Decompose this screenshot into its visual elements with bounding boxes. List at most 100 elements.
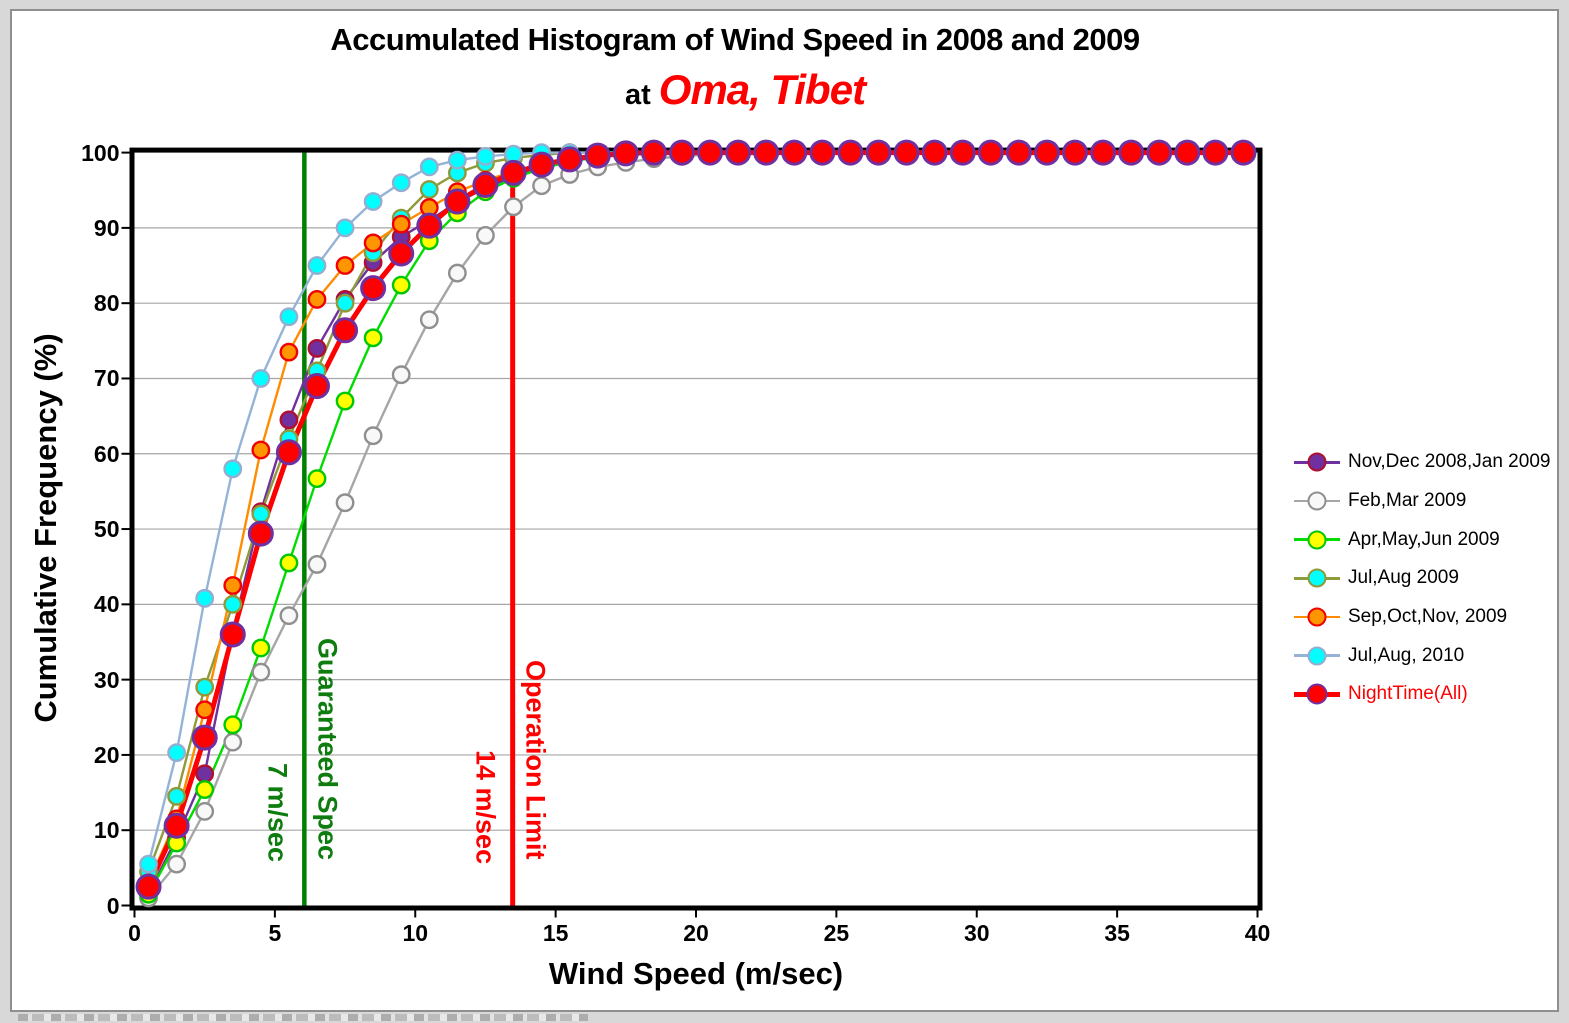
series-4-marker-4 (251, 440, 271, 460)
series-3-marker-4 (251, 504, 271, 524)
series-6-marker-25 (837, 139, 864, 166)
series-6-marker-6 (303, 372, 330, 399)
series-6-marker-11 (444, 188, 471, 215)
series-6-marker-5 (275, 439, 302, 466)
annotation-subtitle-1: 14 m/sec (470, 750, 501, 865)
legend-label: Jul,Aug, 2010 (1348, 644, 1465, 666)
annotation-title-0: Guaranteed Spec (312, 638, 343, 861)
series-2-marker-3 (223, 715, 243, 735)
series-2-marker-9 (391, 275, 411, 295)
series-6-marker-29 (949, 139, 976, 166)
legend-item-2[interactable]: Apr,May,Jun 2009 (1294, 520, 1550, 559)
series-6-marker-15 (556, 146, 583, 173)
series-5-marker-6 (307, 256, 327, 275)
legend-label: Nov,Dec 2008,Jan 2009 (1348, 451, 1551, 473)
series-0-marker-6 (307, 338, 327, 358)
series-6-marker-27 (893, 139, 920, 166)
legend-item-4[interactable]: Sep,Oct,Nov, 2009 (1294, 598, 1550, 637)
series-6-marker-35 (1118, 139, 1145, 166)
series-6-marker-21 (725, 139, 752, 166)
series-6-marker-37 (1174, 139, 1201, 166)
series-6-marker-32 (1033, 139, 1060, 166)
y-tick-label-50: 50 (93, 516, 120, 543)
series-4-marker-6 (307, 290, 327, 309)
series-6-marker-36 (1146, 139, 1173, 166)
series-4-marker-9 (391, 214, 411, 234)
series-6-marker-26 (865, 139, 892, 166)
series-3-marker-7 (335, 293, 355, 313)
series-1-marker-7 (335, 493, 355, 513)
legend-label: Sep,Oct,Nov, 2009 (1348, 606, 1508, 628)
series-5-marker-3 (223, 459, 243, 479)
series-6-marker-9 (388, 240, 415, 267)
y-tick-label-0: 0 (106, 892, 120, 919)
series-3-marker-10 (419, 180, 439, 199)
series-6-marker-23 (781, 139, 808, 166)
series-6-marker-31 (1005, 139, 1032, 166)
legend-marker-icon (1294, 607, 1340, 627)
series-1-marker-4 (251, 662, 271, 682)
legend-item-6[interactable]: NightTime(All) (1294, 675, 1550, 714)
series-1-marker-5 (279, 606, 299, 626)
chart-subtitle: at Oma, Tibet (0, 66, 1490, 114)
annotation-title-1: Operation Limit (520, 660, 551, 860)
series-4-marker-3 (223, 576, 243, 595)
series-1-marker-2 (195, 801, 215, 821)
y-tick-label-100: 100 (81, 139, 120, 166)
legend-dot-sample (1307, 646, 1327, 666)
x-tick-label-0: 0 (128, 919, 141, 946)
series-4-marker-5 (279, 342, 299, 362)
series-5-marker-1 (167, 743, 187, 763)
legend-dot-sample (1307, 568, 1327, 588)
series-3-marker-3 (223, 594, 243, 614)
series-6-marker-1 (163, 812, 190, 839)
series-2-marker-8 (363, 328, 383, 348)
series-4-marker-8 (363, 233, 383, 253)
legend-marker-icon (1294, 568, 1340, 588)
series-2-marker-4 (251, 638, 271, 658)
series-6-marker-0 (135, 873, 162, 900)
series-6-marker-7 (332, 317, 359, 344)
annotation-subtitle-0: 7 m/sec (262, 763, 293, 863)
series-5-marker-8 (363, 192, 383, 211)
x-tick-label-25: 25 (823, 919, 850, 946)
series-1-marker-6 (307, 555, 327, 574)
series-3-marker-1 (167, 786, 187, 806)
x-tick-label-15: 15 (542, 919, 569, 946)
series-2-marker-7 (335, 391, 355, 411)
series-4-marker-7 (335, 256, 355, 275)
series-1-marker-8 (363, 426, 383, 446)
series-1-marker-10 (419, 310, 439, 330)
series-1-marker-14 (532, 176, 551, 196)
y-tick-label-70: 70 (93, 365, 120, 392)
chart-title: Accumulated Histogram of Wind Speed in 2… (330, 22, 1140, 57)
series-line-6 (146, 150, 1244, 888)
series-6-marker-22 (753, 139, 780, 166)
series-6-marker-4 (247, 520, 274, 547)
series-1-marker-9 (391, 365, 411, 385)
x-tick-label-35: 35 (1104, 919, 1130, 946)
series-6-marker-38 (1202, 139, 1229, 166)
legend-item-0[interactable]: Nov,Dec 2008,Jan 2009 (1294, 443, 1550, 482)
series-1-marker-1 (167, 854, 187, 874)
legend-item-3[interactable]: Jul,Aug 2009 (1294, 559, 1550, 598)
series-6-marker-14 (528, 151, 555, 178)
x-tick-label-5: 5 (268, 919, 282, 946)
series-3-marker-2 (195, 677, 215, 697)
y-tick-label-90: 90 (93, 214, 120, 241)
series-6-marker-30 (977, 139, 1004, 166)
series-1-marker-13 (504, 197, 523, 217)
y-tick-label-20: 20 (93, 741, 120, 768)
x-tick-label-10: 10 (402, 919, 429, 946)
legend-marker-icon (1294, 452, 1340, 472)
series-4-marker-2 (195, 700, 215, 720)
legend-item-5[interactable]: Jul,Aug, 2010 (1294, 636, 1550, 675)
series-5-marker-12 (476, 146, 495, 166)
legend-item-1[interactable]: Feb,Mar 2009 (1294, 482, 1550, 521)
series-6-marker-28 (921, 139, 948, 166)
legend-label: Feb,Mar 2009 (1348, 490, 1467, 512)
legend: Nov,Dec 2008,Jan 2009 Feb,Mar 2009 Apr,May… (1294, 443, 1550, 714)
series-5-marker-4 (251, 369, 271, 388)
legend-dot-sample (1307, 452, 1327, 472)
